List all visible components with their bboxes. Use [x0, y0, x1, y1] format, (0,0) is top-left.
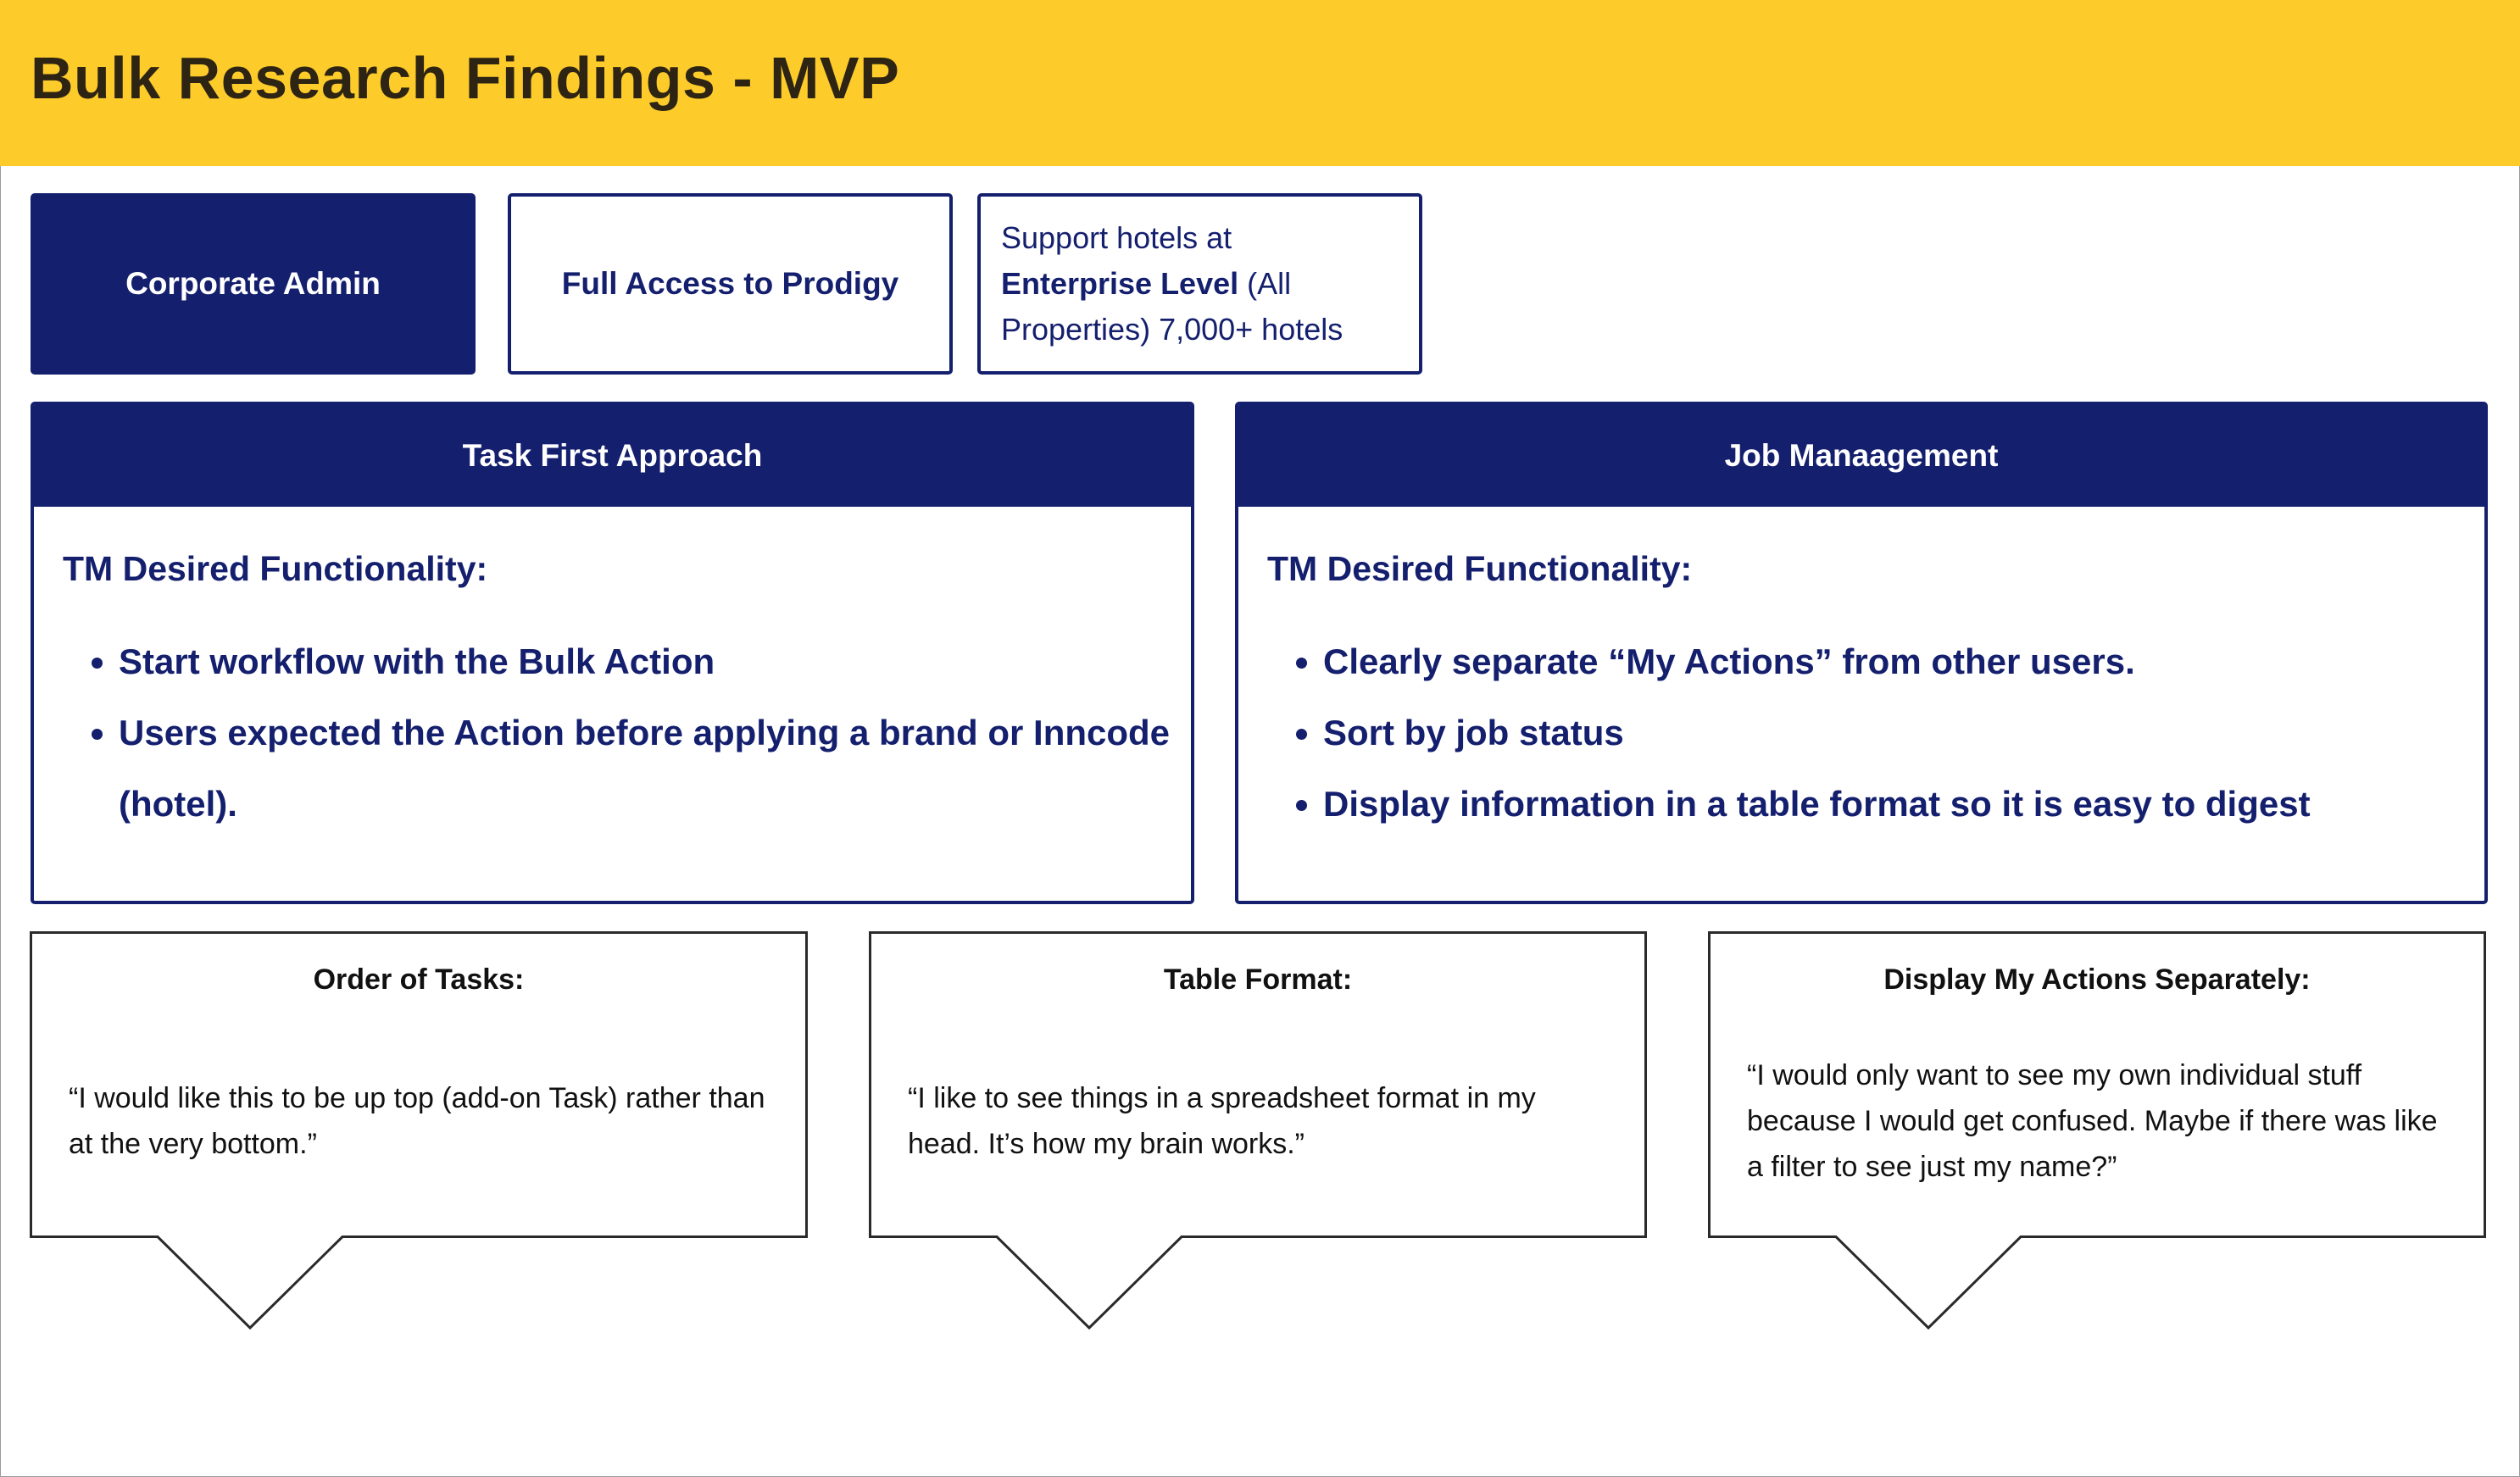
findings-list: Start workflow with the Bulk Action User… [63, 626, 1191, 840]
list-item: Start workflow with the Bulk Action [119, 626, 1191, 697]
tag-support-suffix: (All Properties) 7,000+ hotels [1001, 266, 1343, 347]
panel-body: TM Desired Functionality: Clearly separa… [1238, 507, 2484, 840]
panel-job-management: Job Manaagement TM Desired Functionality… [1235, 402, 2488, 904]
quote-text: “I like to see things in a spreadsheet f… [908, 1082, 1536, 1160]
quote-title: Table Format: [1163, 963, 1353, 996]
quote-title: Display My Actions Separately: [1883, 963, 2311, 996]
quote-text: “I would like this to be up top (add-on … [69, 1082, 765, 1160]
quote-bubble-order-of-tasks: Order of Tasks: “I would like this to be… [30, 931, 808, 1330]
header-banner: Bulk Research Findings - MVP [0, 0, 2520, 166]
list-item: Sort by job status [1323, 697, 2484, 769]
panel-subtitle: TM Desired Functionality: [1267, 549, 1693, 588]
page-title: Bulk Research Findings - MVP [31, 45, 900, 111]
quote-title: Order of Tasks: [313, 963, 525, 996]
panel-subtitle: TM Desired Functionality: [63, 549, 488, 588]
quote-bubble-display-my-actions: Display My Actions Separately: “I would … [1708, 931, 2486, 1330]
tag-label: Full Access to Prodigy [561, 266, 899, 301]
tag-support-hotels: Support hotels at Enterprise Level (All … [977, 193, 1422, 375]
findings-list: Clearly separate “My Actions” from other… [1267, 626, 2484, 840]
speech-bubble-shape [1708, 931, 2486, 1330]
list-item: Display information in a table format so… [1323, 769, 2484, 840]
tag-support-prefix: Support hotels at [1001, 220, 1232, 255]
tag-support-text: Support hotels at Enterprise Level (All … [1001, 215, 1399, 353]
list-item: Users expected the Action before applyin… [119, 697, 1191, 840]
tag-support-bold: Enterprise Level [1001, 266, 1239, 301]
tag-corporate-admin: Corporate Admin [31, 193, 476, 375]
panel-header: Job Manaagement [1238, 405, 2484, 507]
panel-body: TM Desired Functionality: Start workflow… [34, 507, 1191, 840]
quote-text: “I would only want to see my own individ… [1747, 1059, 2438, 1183]
speech-bubble-shape [30, 931, 808, 1330]
quote-bubble-table-format: Table Format: “I like to see things in a… [869, 931, 1647, 1330]
tag-full-access: Full Access to Prodigy [508, 193, 953, 375]
speech-bubble-shape [869, 931, 1647, 1330]
panel-title: Task First Approach [462, 438, 763, 473]
tag-label: Corporate Admin [125, 266, 381, 301]
list-item: Clearly separate “My Actions” from other… [1323, 626, 2484, 697]
panel-task-first-approach: Task First Approach TM Desired Functiona… [31, 402, 1194, 904]
panel-header: Task First Approach [34, 405, 1191, 507]
panel-title: Job Manaagement [1724, 438, 1999, 473]
